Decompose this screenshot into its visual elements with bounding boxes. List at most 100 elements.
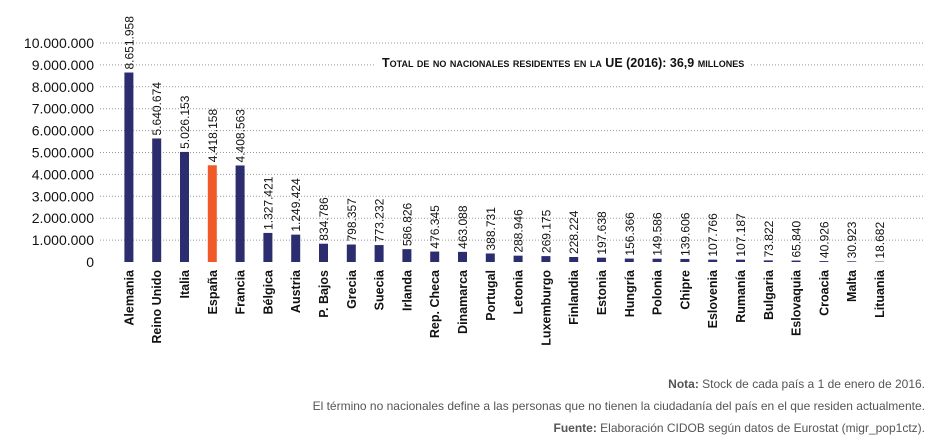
y-tick-label: 1.000.000 xyxy=(32,232,94,248)
y-tick-label: 0 xyxy=(86,254,94,270)
source-text: Elaboración CIDOB según datos de Eurosta… xyxy=(596,421,925,435)
data-label: 228.224 xyxy=(567,210,581,254)
data-label: 139.606 xyxy=(678,212,692,256)
data-label: 18.682 xyxy=(873,222,887,259)
bar xyxy=(569,257,579,262)
data-label: 8.651.958 xyxy=(122,16,136,70)
bar xyxy=(319,243,328,262)
y-tick-label: 8.000.000 xyxy=(32,79,94,95)
data-label: 149.586 xyxy=(651,212,665,256)
category-label: Reino Unido xyxy=(150,270,164,344)
annotation-group: Total de no nacionales residentes en la … xyxy=(376,52,751,72)
data-label: 288.946 xyxy=(512,209,526,253)
y-tick-label: 3.000.000 xyxy=(32,188,94,204)
bar xyxy=(763,260,773,262)
bar xyxy=(207,165,217,262)
data-label: 4.418.158 xyxy=(206,109,220,163)
data-label: 5.026.153 xyxy=(178,95,192,149)
data-label: 4.408.563 xyxy=(234,109,248,163)
category-label: España xyxy=(206,269,220,315)
y-tick-label: 5.000.000 xyxy=(32,145,94,161)
data-label: 798.357 xyxy=(345,198,359,242)
note-line: Nota: Stock de cada país a 1 de enero de… xyxy=(668,377,925,391)
bar xyxy=(346,244,356,262)
bar xyxy=(124,72,134,262)
data-label: 1.327.421 xyxy=(261,176,275,230)
category-label: Finlandia xyxy=(567,269,581,325)
category-label: Malta xyxy=(845,269,859,302)
data-label: 773.232 xyxy=(373,198,387,242)
data-label: 1.249.424 xyxy=(289,178,303,232)
category-label: Rep. Checa xyxy=(428,269,442,338)
data-label: 107.766 xyxy=(706,213,720,257)
source-line: Fuente: Elaboración CIDOB según datos de… xyxy=(553,421,925,435)
bar xyxy=(263,232,273,262)
bar xyxy=(541,256,551,262)
y-tick-label: 9.000.000 xyxy=(32,57,94,73)
note-text: Stock de cada país a 1 de enero de 2016. xyxy=(698,377,925,391)
data-label: 65.840 xyxy=(790,221,804,258)
bar xyxy=(430,251,440,262)
bar xyxy=(708,259,718,262)
data-label: 5.640.674 xyxy=(150,82,164,136)
data-label: 476.345 xyxy=(428,205,442,249)
data-label: 269.175 xyxy=(539,209,553,253)
category-label: Alemania xyxy=(122,269,136,326)
category-label: Croacia xyxy=(817,269,831,316)
data-label: 586.826 xyxy=(400,202,414,246)
bar xyxy=(152,138,162,262)
category-label: Luxemburgo xyxy=(539,270,553,346)
annotation-background xyxy=(376,52,751,72)
bar xyxy=(485,253,495,262)
bar xyxy=(736,259,745,262)
category-label: Rumanía xyxy=(734,269,748,323)
category-label: Estonia xyxy=(595,269,609,315)
bar xyxy=(458,251,467,262)
bar xyxy=(402,249,412,262)
data-label: 40.926 xyxy=(817,221,831,258)
category-label: Letonia xyxy=(512,269,526,314)
category-label: Portugal xyxy=(484,270,498,321)
bar xyxy=(291,234,301,262)
note-label: Nota: xyxy=(668,377,699,391)
grid-lines xyxy=(100,42,925,241)
data-label: 197.638 xyxy=(595,211,609,255)
category-label: Bélgica xyxy=(261,269,275,315)
y-tick-label: 6.000.000 xyxy=(32,123,94,139)
y-tick-label: 4.000.000 xyxy=(32,166,94,182)
bar xyxy=(513,255,523,262)
bar-chart: 0 1.000.000 2.000.000 3.000.000 4.000.000 5.0… xyxy=(24,16,925,346)
y-tick-label: 10.000.000 xyxy=(24,35,94,51)
bar xyxy=(180,151,189,262)
category-labels: Alemania Reino Unido Italia España Francia Bé… xyxy=(122,269,887,346)
category-label: Italia xyxy=(178,269,192,299)
annotation-text: Total de no nacionales residentes en la … xyxy=(382,56,744,70)
category-label: Hungría xyxy=(623,269,637,317)
bars xyxy=(124,72,884,262)
data-label: 156.366 xyxy=(623,212,637,256)
data-label: 73.822 xyxy=(762,220,776,257)
category-label: Dinamarca xyxy=(456,269,470,334)
category-label: P. Bajos xyxy=(317,270,331,318)
data-label: 107.187 xyxy=(734,213,748,257)
category-label: Polonia xyxy=(651,269,665,315)
bar xyxy=(819,261,829,262)
source-label: Fuente: xyxy=(553,421,597,435)
bar xyxy=(847,261,857,262)
bar xyxy=(652,258,662,262)
category-label: Lituania xyxy=(873,269,887,318)
bar xyxy=(597,257,606,262)
category-label: Irlanda xyxy=(400,269,414,311)
definition-line: El término no nacionales define a las pe… xyxy=(312,399,925,413)
category-label: Austria xyxy=(289,269,303,313)
data-label: 463.088 xyxy=(456,205,470,249)
value-labels: 8.651.958 5.640.674 5.026.153 4.418.158 4.40… xyxy=(122,16,887,259)
bar xyxy=(680,258,690,262)
category-label: Chipre xyxy=(678,270,692,310)
category-label: Eslovaquia xyxy=(790,269,804,336)
y-tick-label: 7.000.000 xyxy=(32,101,94,117)
data-label: 388.731 xyxy=(484,207,498,251)
data-label: 30.923 xyxy=(845,221,859,258)
bar xyxy=(235,165,245,262)
